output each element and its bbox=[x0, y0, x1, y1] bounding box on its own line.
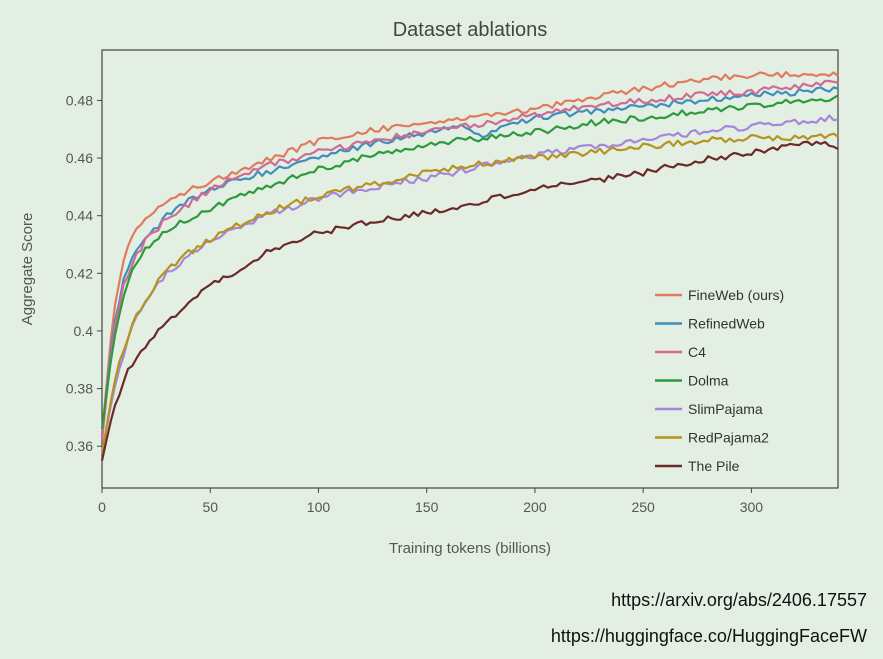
series-line-fineweb-ours bbox=[100, 70, 839, 435]
series-line-refinedweb bbox=[100, 86, 839, 438]
y-tick-label: 0.46 bbox=[66, 150, 93, 166]
y-axis-label: Aggregate Score bbox=[19, 213, 36, 326]
x-tick-label: 100 bbox=[307, 499, 331, 515]
huggingface-link[interactable]: https://huggingface.co/HuggingFaceFW bbox=[550, 626, 867, 646]
legend-label-refinedweb: RefinedWeb bbox=[688, 316, 765, 332]
legend-label-fineweb-ours: FineWeb (ours) bbox=[688, 287, 784, 303]
series-lines bbox=[100, 70, 839, 461]
legend-label-c4: C4 bbox=[688, 344, 706, 360]
series-line-dolma bbox=[100, 94, 839, 430]
x-tick-label: 150 bbox=[415, 499, 439, 515]
x-tick-label: 200 bbox=[523, 499, 547, 515]
legend-label-redpajama2: RedPajama2 bbox=[688, 430, 769, 446]
y-tick-label: 0.38 bbox=[66, 381, 93, 397]
y-tick-label: 0.4 bbox=[74, 323, 94, 339]
series-line-redpajama2 bbox=[100, 132, 839, 456]
arxiv-link[interactable]: https://arxiv.org/abs/2406.17557 bbox=[611, 590, 867, 610]
x-tick-label: 50 bbox=[202, 499, 218, 515]
series-line-the-pile bbox=[100, 140, 839, 461]
x-tick-label: 300 bbox=[740, 499, 764, 515]
x-axis-label: Training tokens (billions) bbox=[389, 540, 551, 557]
x-axis-ticks: 0 50 100 150 200 250 300 bbox=[98, 488, 763, 515]
plot-area-frame bbox=[101, 49, 839, 489]
series-line-c4 bbox=[100, 79, 839, 441]
y-tick-label: 0.36 bbox=[66, 438, 93, 454]
y-tick-label: 0.48 bbox=[66, 92, 93, 108]
legend-label-the-pile: The Pile bbox=[688, 458, 740, 474]
legend: FineWeb (ours) RefinedWeb C4 Dolma SlimPajam… bbox=[655, 287, 784, 474]
y-tick-label: 0.44 bbox=[66, 208, 93, 224]
x-tick-label: 250 bbox=[631, 499, 655, 515]
series-line-slimpajama bbox=[100, 114, 839, 453]
y-tick-label: 0.42 bbox=[66, 265, 93, 281]
legend-label-slimpajama: SlimPajama bbox=[688, 401, 763, 417]
chart-title: Dataset ablations bbox=[393, 19, 548, 41]
x-tick-label: 0 bbox=[98, 499, 106, 515]
legend-label-dolma: Dolma bbox=[688, 373, 729, 389]
y-axis-ticks: 0.36 0.38 0.4 0.42 0.44 0.46 0.48 bbox=[66, 92, 102, 454]
